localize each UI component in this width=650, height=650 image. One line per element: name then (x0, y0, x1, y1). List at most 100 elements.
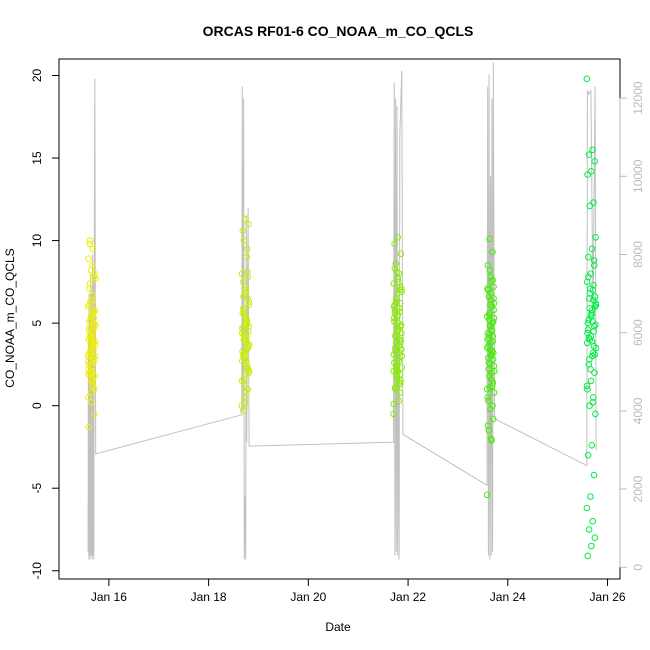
data-point (592, 234, 599, 241)
data-point (87, 339, 95, 347)
data-point (86, 369, 94, 377)
y-right-tick-label: 6000 (631, 319, 645, 346)
data-point (393, 372, 400, 380)
data-point (89, 245, 97, 253)
data-point (86, 237, 94, 244)
data-point (89, 262, 96, 269)
data-point (86, 318, 93, 325)
data-point (592, 410, 599, 418)
data-point (396, 379, 403, 386)
data-point (587, 366, 594, 373)
y-left-tick-label: 10 (30, 234, 44, 248)
data-point (587, 493, 594, 500)
y-right-tick-label: 4000 (631, 397, 645, 424)
data-point (241, 349, 248, 357)
y-axis-left: -10 -5 0 5 10 15 20 (30, 69, 59, 579)
data-point (485, 359, 493, 367)
data-point (85, 255, 92, 263)
y-axis-right: 0 2000 4000 6000 8000 10000 12000 (619, 81, 645, 571)
data-point (244, 268, 251, 276)
data-point (395, 354, 402, 362)
data-point (391, 318, 398, 325)
data-point (483, 491, 491, 499)
data-point (396, 389, 404, 396)
data-point (487, 273, 495, 281)
data-point (584, 326, 592, 334)
data-point (392, 295, 400, 302)
data-point (394, 275, 402, 282)
data-point (587, 270, 594, 277)
data-point (486, 235, 493, 243)
y-right-tick-label: 8000 (631, 241, 645, 268)
data-point (490, 283, 497, 291)
y-axis-label: CO_NOAA_m_CO_QCLS (3, 248, 17, 387)
data-point (86, 301, 93, 309)
y-left-tick-label: 0 (30, 402, 44, 409)
data-point (490, 314, 498, 322)
data-point (241, 394, 248, 401)
data-point (86, 285, 93, 292)
data-point (88, 399, 95, 406)
data-point (89, 329, 96, 337)
data-point (585, 253, 592, 261)
y-right-tick-label: 10000 (631, 159, 645, 193)
data-point (88, 369, 96, 377)
chart-title: ORCAS RF01-6 CO_NOAA_m_CO_QCLS (203, 23, 474, 39)
data-point (485, 311, 493, 319)
data-point (585, 151, 593, 158)
data-point (242, 215, 249, 223)
data-point (489, 248, 496, 256)
data-point (584, 552, 592, 560)
x-tick-label: Jan 20 (290, 590, 326, 604)
data-point (588, 542, 595, 550)
data-point (588, 442, 596, 449)
data-point (392, 344, 399, 352)
data-point (90, 319, 97, 327)
data-point (245, 301, 252, 309)
data-point (586, 290, 594, 297)
data-point (486, 361, 494, 368)
data-point (489, 333, 497, 340)
data-point (393, 268, 401, 276)
data-point (245, 367, 252, 375)
data-point (589, 349, 597, 357)
data-point (588, 245, 596, 253)
data-point (485, 334, 493, 342)
data-point (393, 366, 400, 373)
data-point (487, 301, 494, 309)
y-left-tick-label: -5 (30, 483, 44, 494)
data-point (239, 324, 246, 332)
data-point (396, 286, 404, 294)
data-point (85, 423, 92, 431)
data-point (485, 354, 492, 362)
y-right-tick-label: 2000 (631, 475, 645, 502)
data-point (584, 329, 591, 337)
data-point (92, 275, 99, 282)
data-point (586, 295, 593, 302)
data-point (88, 296, 96, 304)
data-point (586, 202, 594, 210)
data-point (584, 171, 591, 178)
plot-frame (58, 58, 621, 580)
data-point (91, 352, 99, 360)
data-point (489, 338, 497, 345)
data-point (484, 313, 491, 320)
data-point (397, 377, 404, 385)
data-point (397, 250, 405, 258)
data-point (591, 534, 599, 542)
data-point (589, 394, 597, 401)
data-point (589, 517, 597, 525)
data-point (486, 372, 493, 380)
altitude-line-layer (87, 62, 597, 560)
data-point (589, 399, 597, 406)
data-point (396, 283, 404, 291)
data-point (490, 349, 497, 357)
data-point (584, 451, 592, 459)
data-point (243, 253, 250, 261)
x-tick-label: Jan 16 (91, 590, 127, 604)
data-point (90, 410, 98, 418)
data-point (584, 385, 591, 393)
data-point (84, 394, 92, 401)
data-point (490, 306, 498, 314)
data-point (484, 394, 492, 401)
